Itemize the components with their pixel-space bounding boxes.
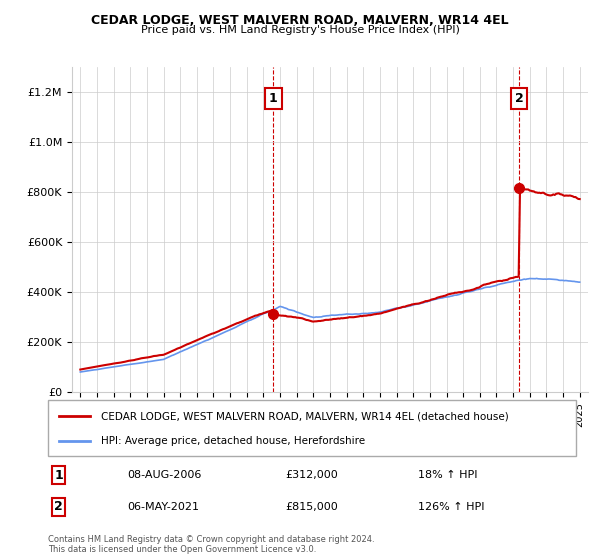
Text: Contains HM Land Registry data © Crown copyright and database right 2024.
This d: Contains HM Land Registry data © Crown c… [48,535,374,554]
Text: 1: 1 [54,469,63,482]
Text: HPI: Average price, detached house, Herefordshire: HPI: Average price, detached house, Here… [101,436,365,446]
Text: 2: 2 [515,92,523,105]
Text: Price paid vs. HM Land Registry's House Price Index (HPI): Price paid vs. HM Land Registry's House … [140,25,460,35]
Text: CEDAR LODGE, WEST MALVERN ROAD, MALVERN, WR14 4EL: CEDAR LODGE, WEST MALVERN ROAD, MALVERN,… [91,14,509,27]
Text: 2: 2 [54,500,63,513]
Text: £312,000: £312,000 [286,470,338,480]
Text: 126% ↑ HPI: 126% ↑ HPI [418,502,484,511]
Text: 18% ↑ HPI: 18% ↑ HPI [418,470,477,480]
Text: 08-AUG-2006: 08-AUG-2006 [127,470,202,480]
Text: CEDAR LODGE, WEST MALVERN ROAD, MALVERN, WR14 4EL (detached house): CEDAR LODGE, WEST MALVERN ROAD, MALVERN,… [101,411,509,421]
Text: 1: 1 [269,92,278,105]
Text: £815,000: £815,000 [286,502,338,511]
Text: 06-MAY-2021: 06-MAY-2021 [127,502,199,511]
FancyBboxPatch shape [48,400,576,456]
